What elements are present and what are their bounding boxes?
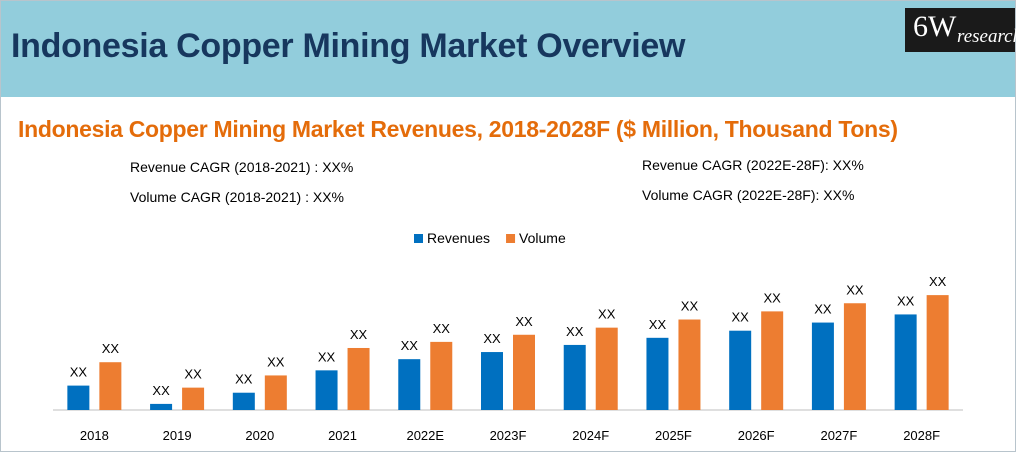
legend-swatch-volume bbox=[506, 234, 516, 243]
bar-volume-2023f bbox=[513, 334, 535, 410]
data-label-volume-2026f: XX bbox=[764, 290, 782, 305]
data-label-revenues-2020: XX bbox=[235, 372, 253, 387]
bar-revenues-2021 bbox=[315, 370, 338, 410]
logo-main-text: 6W bbox=[913, 10, 957, 43]
bar-volume-2018 bbox=[99, 362, 122, 410]
x-tick-label-2018: 2018 bbox=[80, 428, 109, 443]
x-tick-label-2027f: 2027F bbox=[820, 428, 857, 443]
data-label-revenues-2027f: XX bbox=[814, 302, 832, 317]
bar-revenues-2028f bbox=[894, 314, 917, 410]
data-label-volume-2022e: XX bbox=[433, 321, 451, 336]
data-label-revenues-2021: XX bbox=[318, 349, 336, 364]
x-tick-label-2023f: 2023F bbox=[490, 428, 527, 443]
x-tick-label-2019: 2019 bbox=[163, 428, 192, 443]
bar-revenues-2024f bbox=[563, 344, 586, 410]
data-label-volume-2028f: XX bbox=[929, 274, 947, 289]
bar-volume-2022e bbox=[430, 341, 453, 410]
bar-volume-2019 bbox=[182, 387, 205, 410]
volume-cagr-forecast: Volume CAGR (2022E-28F): XX% bbox=[642, 187, 855, 203]
x-tick-label-2021: 2021 bbox=[328, 428, 357, 443]
data-label-volume-2025f: XX bbox=[681, 299, 699, 314]
data-label-revenues-2019: XX bbox=[152, 383, 170, 398]
volume-cagr-historical: Volume CAGR (2018-2021) : XX% bbox=[130, 189, 344, 205]
bar-volume-2028f bbox=[926, 295, 949, 410]
data-label-volume-2018: XX bbox=[102, 341, 120, 356]
data-label-revenues-2028f: XX bbox=[897, 293, 915, 308]
bar-volume-2027f bbox=[843, 303, 866, 410]
bar-volume-2025f bbox=[678, 319, 701, 410]
x-tick-label-2020: 2020 bbox=[245, 428, 274, 443]
bar-volume-2026f bbox=[761, 311, 784, 410]
x-tick-label-2024f: 2024F bbox=[572, 428, 609, 443]
x-tick-label-2022e: 2022E bbox=[406, 428, 444, 443]
x-tick-label-2025f: 2025F bbox=[655, 428, 692, 443]
legend-label-volume: Volume bbox=[519, 230, 566, 246]
x-tick-label-2026f: 2026F bbox=[738, 428, 775, 443]
legend-swatch-revenues bbox=[414, 234, 423, 243]
bar-revenues-2022e bbox=[398, 359, 421, 410]
data-label-volume-2019: XX bbox=[184, 367, 202, 382]
data-label-revenues-2018: XX bbox=[70, 365, 88, 380]
bar-revenues-2027f bbox=[811, 322, 834, 410]
logo-sub-text: research bbox=[957, 26, 1018, 47]
data-label-volume-2023f: XX bbox=[515, 314, 533, 329]
data-label-revenues-2024f: XX bbox=[566, 324, 584, 339]
revenue-cagr-forecast: Revenue CAGR (2022E-28F): XX% bbox=[642, 157, 864, 173]
page-title: Indonesia Copper Mining Market Overview bbox=[11, 27, 686, 65]
bar-volume-2021 bbox=[347, 347, 370, 410]
bar-revenues-2020 bbox=[232, 392, 255, 410]
data-label-revenues-2022e: XX bbox=[401, 338, 419, 353]
data-label-revenues-2023f: XX bbox=[483, 331, 501, 346]
data-label-volume-2020: XX bbox=[267, 354, 285, 369]
bar-volume-2024f bbox=[595, 327, 618, 410]
data-label-volume-2024f: XX bbox=[598, 307, 616, 322]
data-label-revenues-2025f: XX bbox=[649, 317, 667, 332]
data-label-volume-2021: XX bbox=[350, 327, 368, 342]
data-label-revenues-2026f: XX bbox=[732, 310, 750, 325]
revenue-cagr-historical: Revenue CAGR (2018-2021) : XX% bbox=[130, 159, 354, 175]
header-banner: Indonesia Copper Mining Market Overview bbox=[1, 1, 1015, 97]
brand-logo: 6W research bbox=[905, 8, 1018, 52]
bar-volume-2020 bbox=[264, 375, 287, 410]
bar-revenues-2023f bbox=[481, 352, 503, 410]
chart-title: Indonesia Copper Mining Market Revenues,… bbox=[18, 116, 898, 142]
bar-revenues-2025f bbox=[646, 337, 669, 410]
data-label-volume-2027f: XX bbox=[846, 282, 864, 297]
bar-revenues-2026f bbox=[729, 330, 752, 410]
bar-revenues-2018 bbox=[67, 385, 90, 410]
x-tick-label-2028f: 2028F bbox=[903, 428, 940, 443]
bar-revenues-2019 bbox=[150, 403, 173, 410]
legend-label-revenues: Revenues bbox=[427, 230, 490, 246]
